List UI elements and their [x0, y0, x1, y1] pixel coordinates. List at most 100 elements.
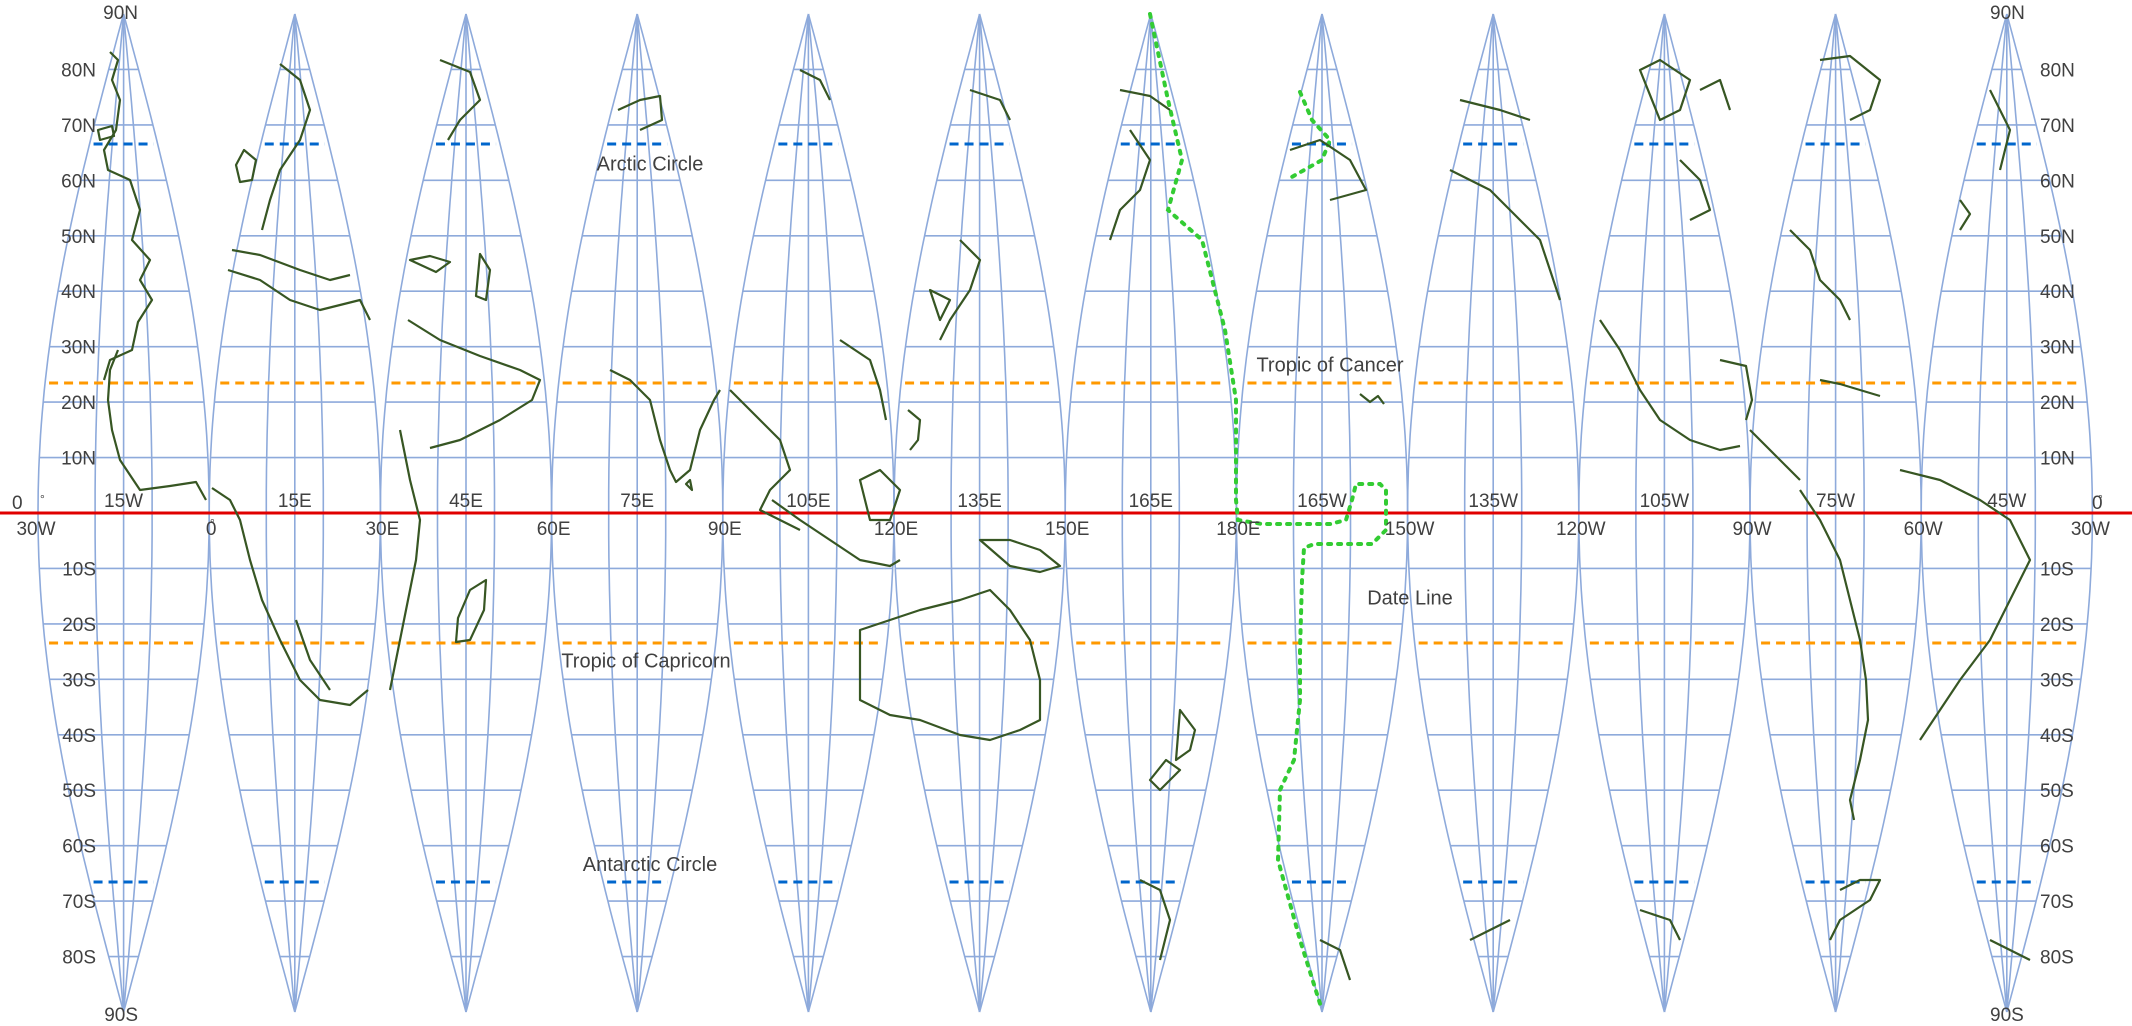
- boundary-longitude-label: 0: [206, 519, 217, 540]
- lat-label-right: 10S: [2040, 559, 2074, 580]
- coast-taimyr: [799, 69, 831, 101]
- coast-africa-central: [211, 487, 369, 707]
- lat-label-right: 10N: [2040, 449, 2075, 470]
- coast-siberia-1: [617, 94, 664, 132]
- tropic-of-capricorn-label: Tropic of Capricorn: [561, 650, 730, 672]
- coast-antarctica-weddell: [1989, 939, 2031, 961]
- lat-label-left: 90N: [103, 3, 138, 24]
- lat-label-right: 80S: [2040, 948, 2074, 969]
- coast-russia-north: [439, 58, 482, 141]
- tropic-of-cancer-label: Tropic of Cancer: [1256, 354, 1403, 376]
- coastlines: [96, 51, 2032, 981]
- lat-label-left: 30N: [61, 338, 96, 359]
- central-meridian-label: 135E: [957, 491, 1001, 512]
- coast-britain: [234, 148, 258, 184]
- arctic-circle-label: Arctic Circle: [597, 154, 704, 176]
- coast-madagascar: [454, 578, 488, 644]
- coast-scandinavia: [260, 63, 312, 231]
- lat-label-left: 20S: [62, 615, 96, 636]
- coast-us-east: [1789, 229, 1851, 321]
- central-meridian-label: 75E: [620, 491, 654, 512]
- lat-label-right: 20N: [2040, 393, 2075, 414]
- coast-antarctica-pacific: [1319, 939, 1352, 981]
- special-parallels: [0, 142, 2132, 884]
- coast-antarctica-marie-byrd: [1469, 919, 1511, 941]
- boundary-longitude-label: 30W: [16, 519, 55, 540]
- coast-iceland: [96, 124, 116, 142]
- lat-label-right: 0: [2092, 493, 2103, 514]
- coast-central-america: [1749, 429, 1801, 481]
- lat-label-left: 40S: [62, 726, 96, 747]
- lat-label-left: 10S: [62, 559, 96, 580]
- coast-new-guinea: [978, 538, 1062, 574]
- central-meridian-label: 135W: [1468, 491, 1518, 512]
- coast-philippines: [907, 409, 922, 451]
- lat-label-left: 80S: [62, 948, 96, 969]
- coast-south-america-west: [1799, 489, 1870, 821]
- lat-label-right: 30N: [2040, 338, 2075, 359]
- lat-label-left: 30S: [62, 670, 96, 691]
- lat-label-right: 40S: [2040, 726, 2074, 747]
- map-labels: 90N 80N 70N 60N 50N 40N 30N 20N 10N 0 10S 20S 30S 40S…: [12, 3, 2110, 1026]
- degree-symbol: °: [210, 516, 215, 530]
- coast-south-america-east: [1899, 468, 2032, 741]
- coast-borneo: [858, 468, 902, 522]
- lat-label-left: 50S: [62, 781, 96, 802]
- lat-label-left: 10N: [61, 449, 96, 470]
- coast-mediterranean: [231, 248, 351, 282]
- coast-japan: [939, 239, 982, 341]
- coast-africa-west: [106, 349, 207, 501]
- coast-hudson: [1679, 159, 1712, 221]
- date-line: [1148, 12, 1388, 1012]
- coast-new-zealand: [1148, 708, 1197, 792]
- coast-newfoundland: [1959, 199, 1972, 231]
- lat-label-right: 60N: [2040, 171, 2075, 192]
- coast-kamchatka: [1108, 129, 1152, 241]
- coast-black-caspian: [408, 252, 492, 302]
- lat-label-left: 0: [12, 493, 23, 514]
- degree-symbol: °: [40, 492, 45, 506]
- boundary-longitude-label: 30E: [365, 519, 399, 540]
- coast-alaska-west: [1289, 138, 1368, 202]
- coast-siberia-east: [969, 88, 1011, 121]
- coast-antarctica-ross: [1139, 879, 1172, 961]
- coast-baffin: [1819, 54, 1882, 121]
- coast-korea: [928, 288, 952, 322]
- coast-chukotka: [1119, 88, 1171, 111]
- lat-label-left: 60S: [62, 837, 96, 858]
- lat-label-left: 80N: [61, 60, 96, 81]
- coast-india: [609, 369, 721, 484]
- coast-australia: [858, 588, 1042, 742]
- coast-antarctica-ellsworth: [1639, 908, 1681, 941]
- lat-label-right: 20S: [2040, 615, 2074, 636]
- coast-sri-lanka: [684, 478, 694, 492]
- lat-label-left: 40N: [61, 282, 96, 303]
- lat-label-right: 90S: [1990, 1005, 2024, 1026]
- coast-china: [839, 339, 888, 421]
- boundary-longitude-label: 120W: [1556, 519, 1606, 540]
- central-meridian-label: 15E: [278, 491, 312, 512]
- central-meridian-label: 15W: [104, 491, 143, 512]
- date-line-arctic-segment: [1288, 90, 1333, 180]
- lat-label-right: 70N: [2040, 116, 2075, 137]
- boundary-longitude-label: 90W: [1732, 519, 1771, 540]
- lat-label-left: 70S: [62, 892, 96, 913]
- coast-africa-east: [388, 429, 422, 691]
- lat-label-right: 70S: [2040, 892, 2074, 913]
- antarctic-circle-label: Antarctic Circle: [583, 854, 717, 876]
- coast-canadian-arctic: [1638, 58, 1732, 122]
- boundary-longitude-label: 90E: [708, 519, 742, 540]
- coast-alaska-north: [1459, 98, 1531, 122]
- central-meridian-label: 45E: [449, 491, 483, 512]
- degree-symbol: °: [2098, 492, 2103, 506]
- boundary-longitude-label: 150W: [1385, 519, 1435, 540]
- lat-label-right: 40N: [2040, 282, 2075, 303]
- coast-arabia: [407, 319, 542, 450]
- lat-label-left: 90S: [104, 1005, 138, 1026]
- lat-label-right: 50N: [2040, 227, 2075, 248]
- coast-greenland-east: [102, 51, 154, 381]
- boundary-longitude-label: 60E: [537, 519, 571, 540]
- boundary-longitude-label: 30W: [2071, 519, 2110, 540]
- central-meridian-label: 105E: [786, 491, 830, 512]
